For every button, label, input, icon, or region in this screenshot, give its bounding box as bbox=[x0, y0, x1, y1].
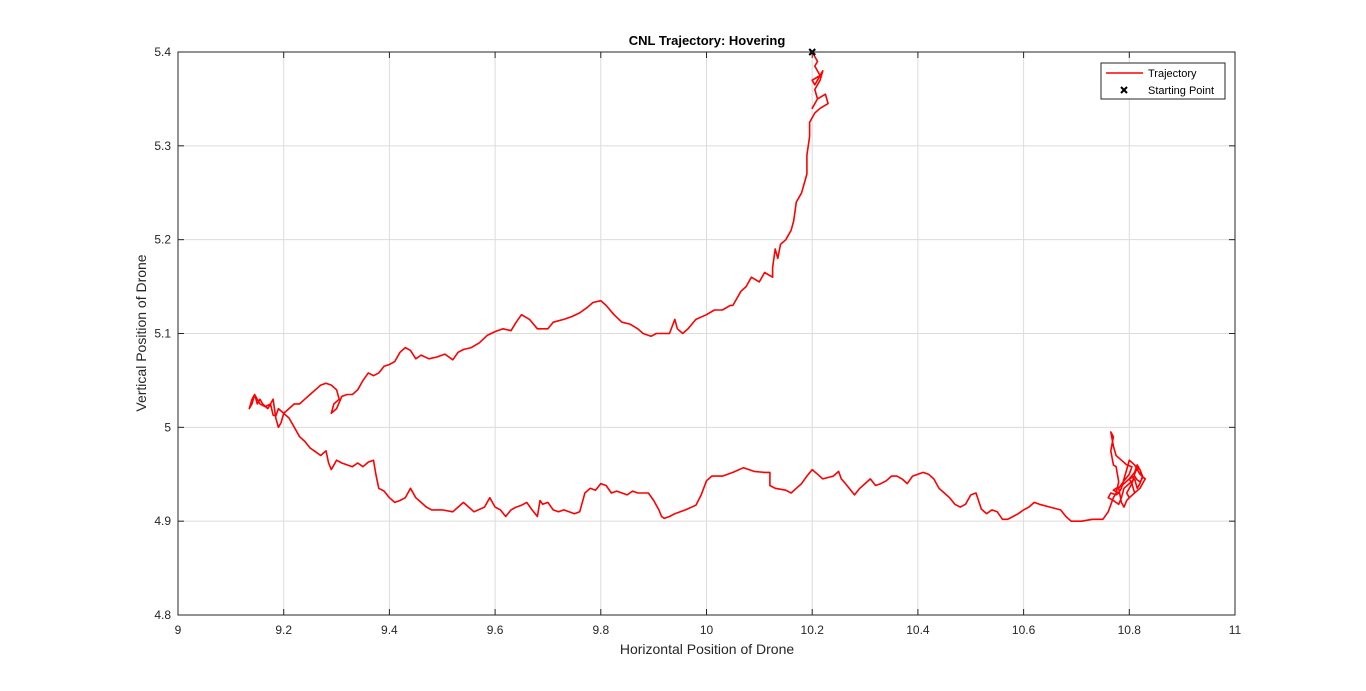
grid-layer bbox=[177, 51, 1236, 616]
series-layer bbox=[248, 48, 1146, 522]
y-tick-label: 5.4 bbox=[154, 45, 171, 59]
y-tick-label: 5.1 bbox=[154, 327, 171, 341]
x-tick-label: 10.6 bbox=[1012, 623, 1036, 637]
x-axis-label: Horizontal Position of Drone bbox=[620, 641, 795, 657]
legend: Trajectory Starting Point bbox=[1100, 62, 1226, 100]
x-tick-label: 10.4 bbox=[906, 623, 930, 637]
y-tick-label: 4.8 bbox=[154, 608, 171, 622]
y-tick-label: 5.3 bbox=[154, 139, 171, 153]
y-tick-label: 4.9 bbox=[154, 514, 171, 528]
x-tick-label: 9 bbox=[175, 623, 182, 637]
x-tick-label: 11 bbox=[1229, 623, 1242, 637]
x-tick-label: 10.2 bbox=[801, 623, 825, 637]
legend-starting-point-label: Starting Point bbox=[1148, 85, 1214, 97]
x-tick-label: 9.6 bbox=[487, 623, 504, 637]
x-tick-label: 9.2 bbox=[275, 623, 292, 637]
chart-title: CNL Trajectory: Hovering bbox=[629, 33, 786, 48]
x-tick-label: 9.8 bbox=[592, 623, 609, 637]
y-tick-label: 5.2 bbox=[154, 233, 171, 247]
legend-starting-point-marker bbox=[1120, 86, 1128, 94]
trajectory-line bbox=[248, 51, 1146, 522]
x-tick-label: 10.8 bbox=[1118, 623, 1142, 637]
y-tick-label: 5 bbox=[164, 420, 171, 434]
x-tick-label: 10 bbox=[700, 623, 714, 637]
legend-trajectory-label: Trajectory bbox=[1148, 68, 1197, 80]
x-tick-label: 9.4 bbox=[381, 623, 398, 637]
plot-area-border bbox=[177, 51, 1236, 616]
y-axis-label: Vertical Position of Drone bbox=[133, 254, 149, 411]
tick-layer: 9 9.2 9.4 9.6 9.8 10 10.2 10.4 10.6 10.8 11 4.8 4.9 5… bbox=[154, 45, 1241, 637]
